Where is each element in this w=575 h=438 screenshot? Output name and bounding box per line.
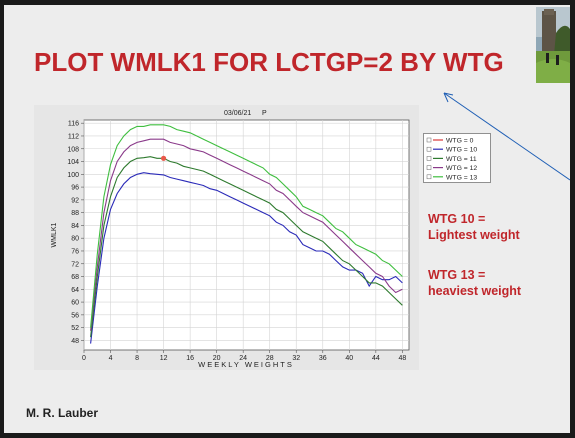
x-axis-label: WEEKLY WEIGHTS	[198, 360, 294, 369]
x-tick-label: 44	[372, 355, 380, 362]
legend: WTG = 0 WTG = 10 WTG = 11 WTG = 12 WTG = 13	[423, 133, 491, 183]
note-lightest: WTG 10 = Lightest weight	[428, 211, 520, 243]
note-heaviest-line1: WTG 13 =	[428, 268, 486, 282]
x-tick-label: 32	[292, 355, 300, 362]
legend-label: WTG = 13	[446, 174, 477, 181]
legend-label: WTG = 10	[446, 147, 477, 154]
y-tick-label: 48	[71, 338, 79, 345]
series-lines	[90, 124, 403, 344]
y-tick-label: 112	[68, 133, 79, 140]
series-line-wtg-13	[90, 124, 403, 328]
legend-checkbox	[426, 165, 432, 170]
note-heaviest-line2: heaviest weight	[428, 284, 522, 298]
highlight-point	[160, 155, 167, 161]
y-tick-label: 116	[68, 121, 79, 128]
legend-label: WTG = 0	[446, 138, 474, 145]
note-lightest-line2: Lightest weight	[428, 228, 520, 242]
series-line-wtg-11	[90, 156, 403, 338]
y-tick-label: 80	[71, 236, 79, 243]
x-tick-label: 0	[82, 355, 86, 362]
chart-header-code: P	[262, 110, 267, 117]
y-tick-label: 92	[71, 197, 79, 204]
legend-checkbox	[426, 156, 432, 161]
y-axis-label: WMLK1	[51, 222, 58, 247]
y-tick-label: 88	[71, 210, 79, 217]
x-tick-label: 24	[239, 355, 247, 362]
x-tick-label: 4	[109, 355, 113, 362]
x-axis-ticks: 0 4 8 12 16 20 24 28 32 36 40 44 48	[82, 350, 406, 362]
x-tick-label: 36	[319, 355, 327, 362]
legend-label: WTG = 11	[446, 156, 477, 163]
note-heaviest: WTG 13 = heaviest weight	[428, 267, 521, 299]
y-tick-label: 68	[71, 274, 79, 281]
x-tick-label: 12	[160, 355, 168, 362]
y-tick-label: 84	[71, 223, 79, 230]
y-tick-label: 52	[71, 325, 79, 332]
x-tick-label: 16	[186, 355, 194, 362]
series-line-wtg-10	[90, 172, 403, 344]
landscape-photo	[536, 7, 570, 83]
x-tick-label: 8	[135, 355, 139, 362]
line-chart: 03/06/21 P 48525660646872768084889296100…	[34, 105, 419, 370]
slide-title: PLOT WMLK1 FOR LCTGP=2 BY WTG	[34, 47, 504, 77]
plot-area	[83, 119, 410, 351]
legend-checkbox	[426, 137, 432, 143]
x-tick-label: 20	[213, 355, 221, 362]
series-line-wtg-12	[90, 138, 403, 331]
chart-header-date: 03/06/21	[224, 110, 251, 117]
y-tick-label: 56	[71, 312, 79, 319]
y-tick-label: 104	[67, 159, 79, 166]
slide: PLOT WMLK1 FOR LCTGP=2 BY WTG 03/06/21 P…	[4, 5, 570, 433]
legend-checkbox	[426, 146, 432, 152]
legend-checkbox	[426, 174, 432, 180]
y-tick-label: 96	[71, 185, 79, 192]
x-tick-label: 48	[398, 355, 406, 362]
y-tick-label: 100	[67, 172, 79, 179]
y-tick-label: 76	[71, 248, 79, 255]
note-lightest-line1: WTG 10 =	[428, 212, 486, 226]
y-tick-label: 108	[67, 146, 79, 153]
author-name: M. R. Lauber	[26, 406, 99, 420]
x-tick-label: 28	[266, 355, 274, 362]
legend-label: WTG = 12	[446, 165, 477, 172]
y-tick-label: 64	[71, 287, 79, 294]
y-axis-ticks: 48 52 56 60 64 68 72 76 80 84 88 92 96 100 104 108 112 11…	[67, 121, 84, 345]
pointer-arrow	[443, 92, 570, 181]
x-tick-label: 40	[345, 355, 353, 362]
y-tick-label: 72	[71, 261, 79, 268]
y-tick-label: 60	[71, 300, 79, 307]
